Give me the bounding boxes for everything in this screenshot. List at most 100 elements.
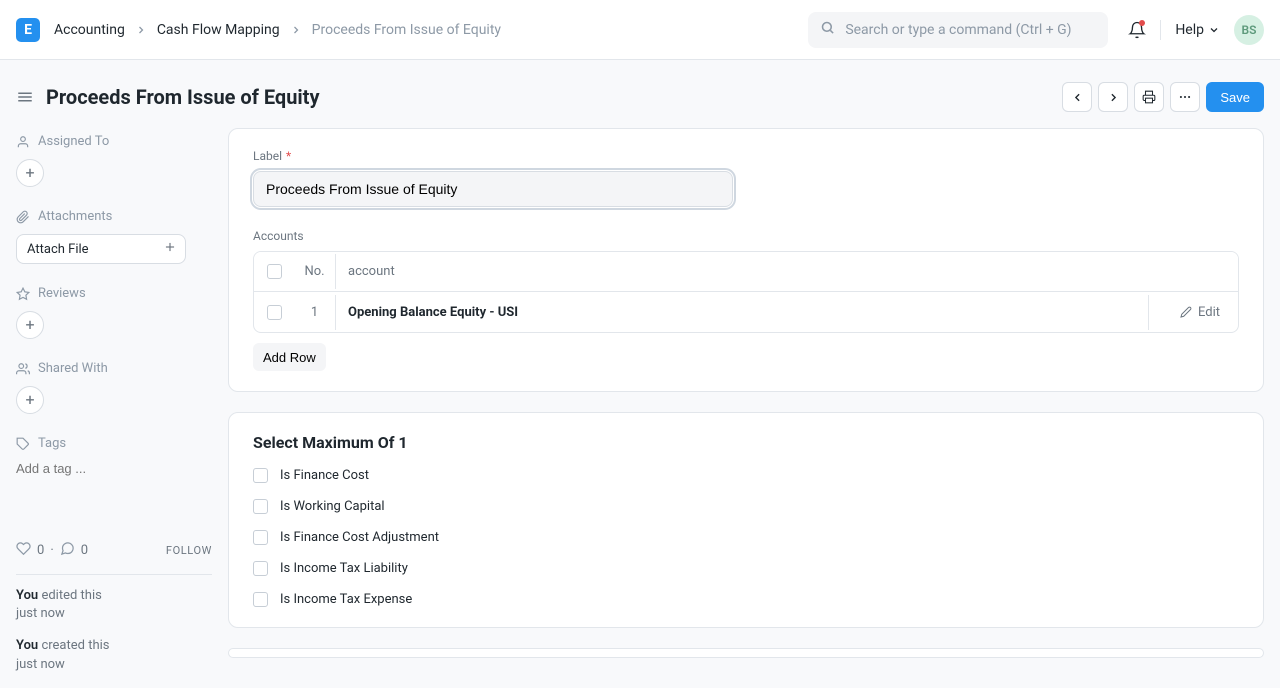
activity-when: just now	[16, 606, 65, 621]
tag-icon	[16, 437, 30, 451]
users-icon	[16, 362, 30, 376]
add-row-button[interactable]: Add Row	[253, 343, 326, 371]
select-max-heading: Select Maximum Of 1	[253, 433, 1239, 452]
checkbox[interactable]	[253, 561, 268, 576]
row-edit-button[interactable]: Edit	[1148, 295, 1238, 330]
checkbox[interactable]	[253, 499, 268, 514]
details-panel: Label * Accounts No. account 1 Op	[228, 128, 1264, 392]
notification-dot-icon	[1139, 20, 1145, 26]
chevron-right-icon	[135, 24, 147, 36]
activity-log: You edited this just now You created thi…	[16, 575, 212, 674]
breadcrumb-current: Proceeds From Issue of Equity	[312, 22, 501, 38]
assigned-to-label: Assigned To	[38, 134, 109, 149]
dot-sep: ·	[50, 543, 53, 558]
activity-actor: You	[16, 638, 38, 653]
avatar[interactable]: BS	[1234, 15, 1264, 45]
reviews-section: Reviews +	[16, 286, 212, 339]
reviews-label: Reviews	[38, 286, 86, 301]
search-placeholder: Search or type a command (Ctrl + G)	[845, 22, 1071, 38]
tags-section: Tags	[16, 436, 212, 477]
checkbox[interactable]	[253, 592, 268, 607]
label-field-label: Label *	[253, 149, 1239, 163]
prev-record-button[interactable]	[1062, 82, 1092, 112]
breadcrumb-cash-flow-mapping[interactable]: Cash Flow Mapping	[157, 22, 280, 38]
paperclip-icon	[16, 210, 30, 224]
activity-verb: created this	[41, 638, 109, 653]
breadcrumb-accounting[interactable]: Accounting	[54, 22, 125, 38]
user-icon	[16, 135, 30, 149]
select-max-panel: Select Maximum Of 1 Is Finance Cost Is W…	[228, 412, 1264, 628]
check-label: Is Finance Cost	[280, 468, 369, 483]
edit-label: Edit	[1198, 305, 1220, 320]
assign-add-button[interactable]: +	[16, 159, 44, 187]
activity-actor: You	[16, 588, 38, 603]
chevron-down-icon	[1208, 24, 1220, 36]
check-label: Is Income Tax Expense	[280, 592, 412, 607]
sidebar: Assigned To + Attachments Attach File	[16, 122, 212, 688]
help-label: Help	[1175, 22, 1204, 38]
col-no: No.	[294, 254, 336, 289]
accounts-grid: No. account 1 Opening Balance Equity - U…	[253, 251, 1239, 333]
attach-file-button[interactable]: Attach File	[16, 234, 186, 264]
sidebar-toggle-button[interactable]	[16, 88, 34, 106]
checkbox[interactable]	[253, 468, 268, 483]
check-is-finance-cost[interactable]: Is Finance Cost	[253, 468, 1239, 483]
search-box[interactable]: Search or type a command (Ctrl + G)	[808, 12, 1108, 48]
grid-header-row: No. account	[254, 252, 1238, 292]
row-checkbox[interactable]	[254, 295, 294, 330]
star-icon	[16, 287, 30, 301]
row-account[interactable]: Opening Balance Equity - USI	[336, 295, 1148, 330]
comment-count: 0	[81, 543, 88, 558]
check-list: Is Finance Cost Is Working Capital Is Fi…	[253, 468, 1239, 607]
shared-with-label: Shared With	[38, 361, 108, 376]
row-no: 1	[294, 295, 336, 330]
plus-icon	[163, 240, 177, 258]
col-edit	[1148, 262, 1238, 282]
attach-file-label: Attach File	[27, 242, 89, 257]
check-label: Is Income Tax Liability	[280, 561, 408, 576]
next-record-button[interactable]	[1098, 82, 1128, 112]
attachments-label: Attachments	[38, 209, 112, 224]
check-is-income-tax-liability[interactable]: Is Income Tax Liability	[253, 561, 1239, 576]
activity-item: You created this just now	[16, 637, 212, 673]
like-count: 0	[37, 543, 44, 558]
topbar: E Accounting Cash Flow Mapping Proceeds …	[0, 0, 1280, 60]
table-row: 1 Opening Balance Equity - USI Edit	[254, 292, 1238, 332]
activity-item: You edited this just now	[16, 587, 212, 623]
check-label: Is Working Capital	[280, 499, 385, 514]
save-button[interactable]: Save	[1206, 82, 1264, 112]
shared-add-button[interactable]: +	[16, 386, 44, 414]
engagement-row: 0 · 0 FOLLOW	[16, 541, 212, 575]
heart-icon[interactable]	[16, 541, 31, 560]
assigned-to-section: Assigned To +	[16, 134, 212, 187]
chevron-right-icon	[290, 24, 302, 36]
activity-when: just now	[16, 657, 65, 672]
accounts-label: Accounts	[253, 229, 1239, 243]
activity-verb: edited this	[41, 588, 101, 603]
checkbox[interactable]	[253, 530, 268, 545]
page-title: Proceeds From Issue of Equity	[46, 85, 1050, 109]
page-header: Proceeds From Issue of Equity Save	[0, 60, 1280, 122]
help-menu[interactable]: Help	[1175, 22, 1220, 38]
comment-icon[interactable]	[60, 541, 75, 560]
shared-with-section: Shared With +	[16, 361, 212, 414]
notifications-button[interactable]	[1128, 21, 1146, 39]
check-is-working-capital[interactable]: Is Working Capital	[253, 499, 1239, 514]
menu-more-button[interactable]	[1170, 82, 1200, 112]
tag-input[interactable]	[16, 461, 212, 476]
attachments-section: Attachments Attach File	[16, 209, 212, 264]
search-icon	[820, 20, 835, 39]
col-account: account	[336, 254, 1148, 289]
pencil-icon	[1180, 306, 1192, 318]
print-button[interactable]	[1134, 82, 1164, 112]
check-is-income-tax-expense[interactable]: Is Income Tax Expense	[253, 592, 1239, 607]
reviews-add-button[interactable]: +	[16, 311, 44, 339]
select-all-checkbox[interactable]	[254, 254, 294, 289]
divider	[1160, 20, 1161, 40]
follow-button[interactable]: FOLLOW	[166, 544, 212, 557]
label-input[interactable]	[253, 171, 733, 207]
check-label: Is Finance Cost Adjustment	[280, 530, 439, 545]
app-logo[interactable]: E	[16, 18, 40, 42]
main-content: Label * Accounts No. account 1 Op	[228, 122, 1264, 688]
check-is-finance-cost-adjustment[interactable]: Is Finance Cost Adjustment	[253, 530, 1239, 545]
